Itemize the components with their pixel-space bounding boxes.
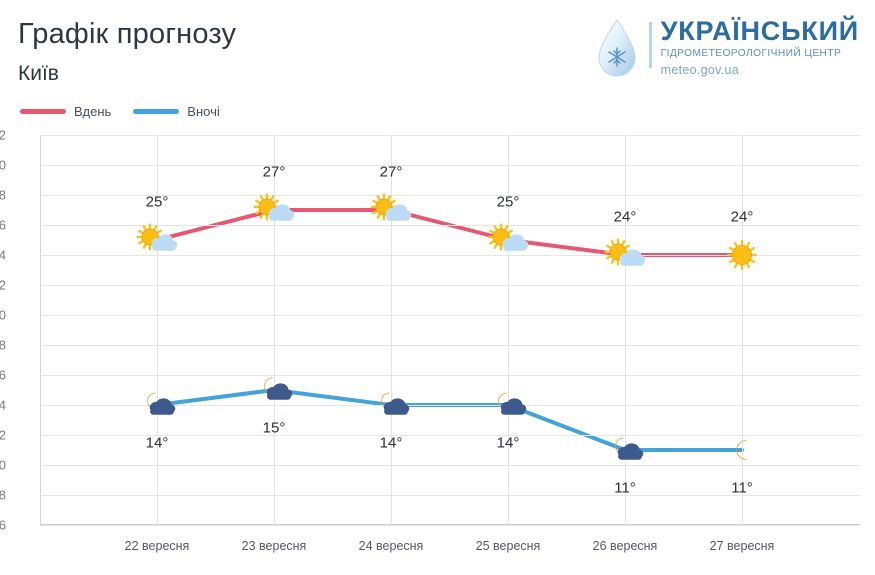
gridline-horizontal: [40, 465, 860, 466]
gridline-vertical: [157, 135, 158, 525]
y-axis-tick-label: 26: [0, 217, 6, 233]
y-axis-tick-label: 24: [0, 247, 6, 263]
y-axis-tick-label: 22: [0, 277, 6, 293]
logo-main-text: УКРАЇНСЬКИЙ: [660, 16, 859, 46]
x-axis-tick-label: 24 вересня: [358, 539, 424, 553]
data-point-label-night: 14°: [379, 434, 403, 452]
gridline-horizontal: [40, 405, 860, 406]
data-point-label-day: 25°: [145, 193, 169, 211]
gridline-vertical: [508, 135, 509, 525]
y-axis-tick-label: 32: [0, 127, 6, 143]
legend-swatch-icon: [133, 109, 180, 114]
forecast-chart: 32 30 28 26 24 22 20 18 16 14 12 10 8 6 22 вересня 23 в…: [0, 125, 875, 575]
gridline-vertical: [274, 135, 275, 525]
gridline-horizontal: [40, 225, 860, 226]
gridline-horizontal: [40, 525, 860, 526]
y-axis-tick-label: 20: [0, 307, 6, 323]
organization-logo: УКРАЇНСЬКИЙ ГІДРОМЕТЕОРОЛОГІЧНИЙ ЦЕНТР m…: [594, 16, 859, 78]
y-axis-tick-label: 14: [0, 397, 6, 413]
x-axis-line: [40, 524, 860, 525]
gridline-horizontal: [40, 435, 860, 436]
x-axis-tick-label: 22 вересня: [124, 539, 190, 553]
data-point-label-night: 11°: [614, 479, 636, 497]
logo-website-url: meteo.gov.ua: [660, 62, 740, 77]
gridline-horizontal: [40, 345, 860, 346]
chart-legend: Вдень Вночі: [20, 104, 220, 119]
data-point-label-day: 27°: [262, 163, 286, 181]
legend-label: Вдень: [74, 104, 112, 119]
series-line-night: [155, 388, 744, 452]
gridline-horizontal: [40, 285, 860, 286]
legend-label: Вночі: [187, 104, 220, 119]
y-axis-tick-label: 8: [0, 487, 6, 503]
gridline-vertical: [742, 135, 743, 525]
data-point-label-night: 11°: [731, 479, 753, 497]
data-point-label-night: 14°: [496, 434, 520, 452]
legend-item-night[interactable]: Вночі: [133, 104, 220, 119]
legend-swatch-icon: [20, 109, 66, 114]
data-point-label-day: 25°: [496, 193, 520, 211]
x-axis-tick-label: 25 вересня: [475, 539, 541, 553]
x-axis-tick-label: 23 вересня: [241, 539, 307, 553]
city-name: Київ: [18, 62, 59, 85]
y-axis-tick-label: 18: [0, 337, 6, 353]
gridline-vertical: [625, 135, 626, 525]
y-axis-tick-label: 10: [0, 457, 6, 473]
data-point-label-night: 15°: [262, 419, 286, 437]
data-point-label-day: 24°: [730, 208, 754, 226]
gridline-horizontal: [40, 375, 860, 376]
x-axis-tick-label: 26 вересня: [592, 539, 658, 553]
logo-divider: [648, 22, 652, 68]
gridline-vertical: [391, 135, 392, 525]
gridline-horizontal: [40, 135, 860, 136]
y-axis-tick-label: 12: [0, 427, 6, 443]
y-axis-tick-label: 28: [0, 187, 6, 203]
gridline-horizontal: [40, 495, 860, 496]
data-point-label-day: 27°: [379, 163, 403, 181]
water-drop-snowflake-icon: [598, 19, 636, 77]
gridline-horizontal: [40, 195, 860, 196]
gridline-horizontal: [40, 255, 860, 256]
y-axis-tick-label: 6: [0, 517, 6, 533]
legend-item-day[interactable]: Вдень: [20, 104, 111, 119]
page-title: Графік прогнозу: [18, 18, 237, 50]
data-point-label-day: 24°: [613, 208, 637, 226]
logo-sub-text: ГІДРОМЕТЕОРОЛОГІЧНИЙ ЦЕНТР: [660, 47, 842, 59]
y-axis-tick-label: 30: [0, 157, 6, 173]
y-axis-tick-label: 16: [0, 367, 6, 383]
data-point-label-night: 14°: [145, 434, 169, 452]
x-axis-tick-label: 27 вересня: [709, 539, 775, 553]
y-axis-line: [40, 135, 41, 525]
gridline-horizontal: [40, 165, 860, 166]
chart-plot-area: 32 30 28 26 24 22 20 18 16 14 12 10 8 6 22 вересня 23 в…: [0, 128, 860, 553]
series-line-day: [155, 208, 744, 257]
gridline-horizontal: [40, 315, 860, 316]
